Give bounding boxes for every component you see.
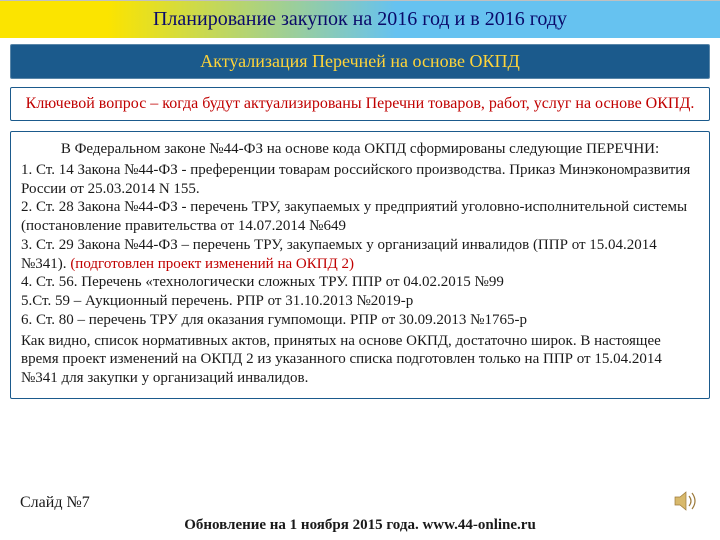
footer-line: Обновление на 1 ноября 2015 года. www.44… (0, 517, 720, 534)
speaker-icon (674, 490, 700, 512)
slide-number: Слайд №7 (20, 494, 90, 512)
list-item: 5.Ст. 59 – Аукционный перечень. РПР от 3… (21, 292, 699, 311)
list-item: 6. Ст. 80 – перечень ТРУ для оказания гу… (21, 311, 699, 330)
subtitle-bar: Актуализация Перечней на основе ОКПД (10, 44, 710, 79)
content-intro: В Федеральном законе №44-ФЗ на основе ко… (21, 140, 699, 159)
list-item-note: (подготовлен проект изменений на ОКПД 2) (70, 256, 354, 272)
question-text: Ключевой вопрос – когда будут актуализир… (26, 95, 695, 112)
question-box: Ключевой вопрос – когда будут актуализир… (10, 87, 710, 121)
list-item: 1. Ст. 14 Закона №44-ФЗ - преференции то… (21, 161, 699, 199)
page-title: Планирование закупок на 2016 год и в 201… (0, 0, 720, 38)
content-closing: Как видно, список нормативных актов, при… (21, 332, 699, 388)
list-item: 3. Ст. 29 Закона №44-ФЗ – перечень ТРУ, … (21, 236, 699, 274)
subtitle-text: Актуализация Перечней на основе ОКПД (200, 51, 520, 71)
list-item: 2. Ст. 28 Закона №44-ФЗ - перечень ТРУ, … (21, 198, 699, 236)
page-title-text: Планирование закупок на 2016 год и в 201… (153, 8, 567, 31)
list-item: 4. Ст. 56. Перечень «технологически слож… (21, 273, 699, 292)
content-box: В Федеральном законе №44-ФЗ на основе ко… (10, 131, 710, 399)
